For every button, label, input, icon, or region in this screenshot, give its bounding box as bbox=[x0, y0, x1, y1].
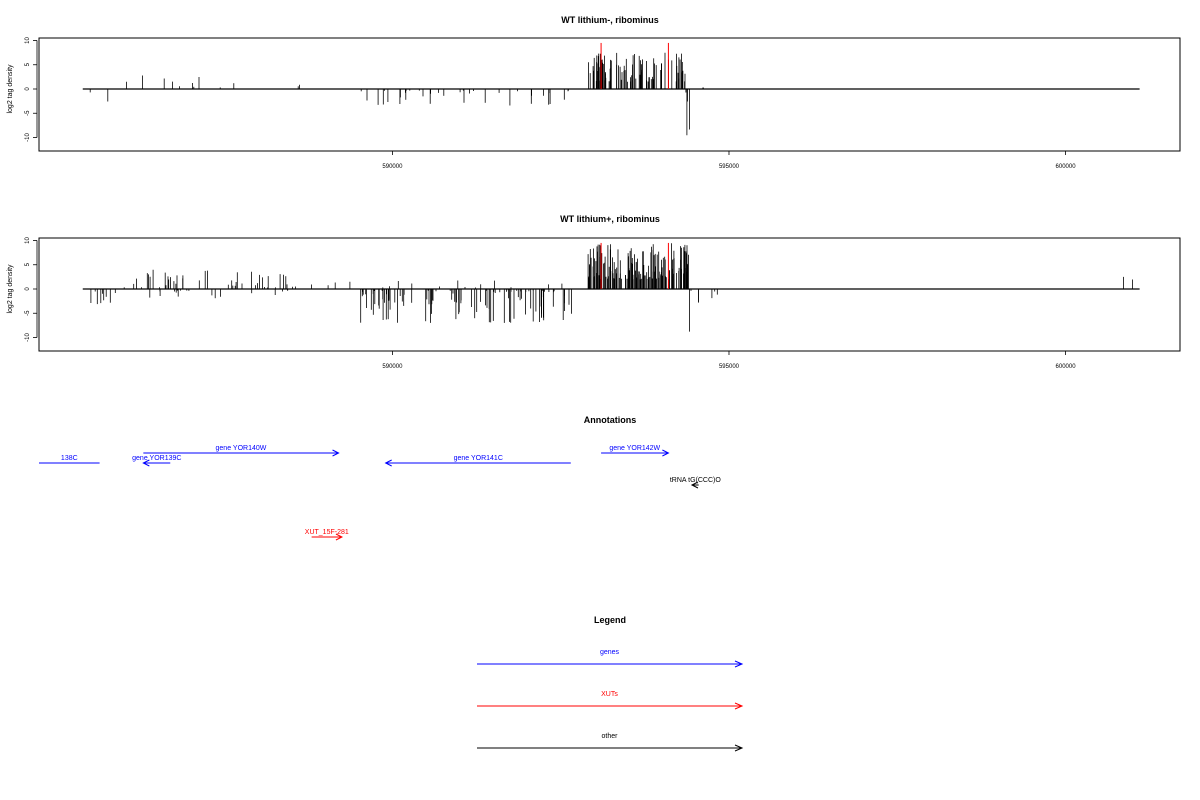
y-tick-label: 0 bbox=[25, 87, 31, 91]
annotations-panel: Annotations 138C gene YOR139C gene YOR140W… bbox=[39, 415, 722, 541]
y-tick-label: 5 bbox=[25, 262, 31, 266]
annotation-arrowhead bbox=[142, 459, 150, 467]
annotation-items: 138C gene YOR139C gene YOR140W gene YOR141C… bbox=[39, 445, 722, 541]
x-tick-label: 590000 bbox=[382, 164, 403, 170]
annotation-feature: gene YOR139C bbox=[132, 455, 181, 467]
annotation-label: tRNA tG(CCC)O bbox=[670, 477, 722, 484]
legend-entry: XUTs bbox=[477, 691, 744, 710]
annotation-label: gene YOR142W bbox=[609, 445, 660, 452]
legend-entry: other bbox=[477, 733, 744, 752]
y-tick-label: -10 bbox=[25, 333, 31, 342]
legend-label: genes bbox=[600, 649, 620, 656]
annotation-feature: XUT_15F-281 bbox=[305, 529, 349, 541]
legend-arrowhead bbox=[734, 660, 744, 668]
annotation-feature: gene YOR140W bbox=[143, 445, 340, 457]
x-tick-label: 595000 bbox=[719, 364, 740, 370]
y-tick-label: 0 bbox=[25, 287, 31, 291]
y-tick-label: -10 bbox=[25, 133, 31, 142]
y-axis-label: log2 tag density bbox=[7, 264, 14, 314]
axes: 10 5 0 -5 -10 590000 595000 600000 bbox=[25, 37, 1076, 170]
annotation-label: gene YOR139C bbox=[132, 455, 181, 462]
legend-label: other bbox=[602, 733, 619, 740]
y-axis-label: log2 tag density bbox=[7, 64, 14, 114]
annotation-feature: gene YOR142W bbox=[601, 445, 670, 457]
plot-frame bbox=[38, 237, 1181, 352]
annotation-arrowhead bbox=[384, 459, 392, 467]
annotation-arrowhead bbox=[662, 449, 670, 457]
legend-arrowhead bbox=[734, 702, 744, 710]
annotation-arrowhead bbox=[332, 449, 340, 457]
chart-panel-lithium-minus: WT lithium-, ribominus log2 tag density … bbox=[7, 15, 1181, 170]
annotations-title: Annotations bbox=[584, 415, 637, 425]
x-tick-label: 595000 bbox=[719, 164, 740, 170]
y-tick-label: 10 bbox=[25, 37, 31, 44]
x-tick-label: 600000 bbox=[1056, 364, 1077, 370]
x-tick-label: 600000 bbox=[1056, 164, 1077, 170]
y-tick-label: 10 bbox=[25, 237, 31, 244]
annotation-label: 138C bbox=[61, 455, 78, 462]
annotation-arrowhead bbox=[335, 533, 344, 541]
legend-items: genes XUTs other bbox=[477, 649, 744, 752]
legend-label: XUTs bbox=[601, 691, 618, 698]
chart-panel-lithium-plus: WT lithium+, ribominus log2 tag density … bbox=[7, 214, 1181, 370]
axes: 10 5 0 -5 -10 590000 595000 600000 bbox=[25, 237, 1076, 370]
x-tick-label: 590000 bbox=[382, 364, 403, 370]
legend-arrowhead bbox=[734, 744, 744, 752]
legend-entry: genes bbox=[477, 649, 744, 668]
chart-marks bbox=[82, 242, 1140, 332]
annotation-feature: tRNA tG(CCC)O bbox=[670, 477, 722, 489]
annotation-label: gene YOR141C bbox=[454, 455, 503, 462]
chart-marks bbox=[82, 42, 1140, 136]
legend-title: Legend bbox=[594, 615, 626, 625]
chart-title: WT lithium+, ribominus bbox=[560, 214, 660, 224]
y-tick-label: -5 bbox=[25, 310, 31, 316]
plot-frame bbox=[38, 37, 1181, 152]
y-tick-label: 5 bbox=[25, 62, 31, 66]
chart-title: WT lithium-, ribominus bbox=[561, 15, 659, 25]
annotation-feature: 138C bbox=[39, 455, 100, 464]
annotation-feature: gene YOR141C bbox=[384, 455, 571, 467]
annotation-arrowhead bbox=[690, 481, 699, 489]
legend-panel: Legend genes XUTs other bbox=[477, 615, 744, 752]
annotation-label: gene YOR140W bbox=[216, 445, 267, 452]
y-tick-label: -5 bbox=[25, 110, 31, 116]
annotation-label: XUT_15F-281 bbox=[305, 529, 349, 536]
